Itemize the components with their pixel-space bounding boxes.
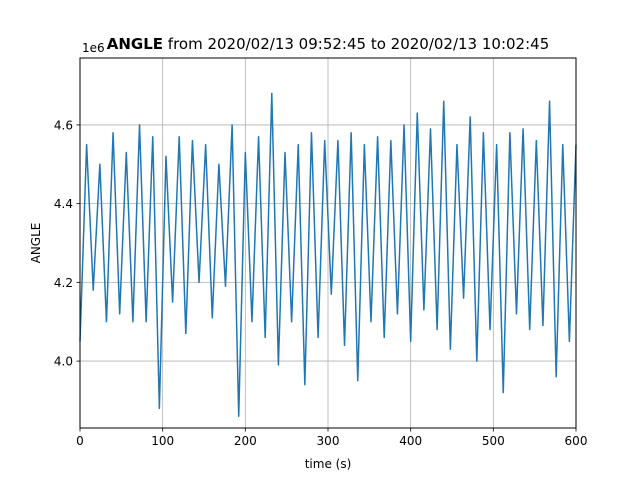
series-line — [79, 92, 577, 417]
y-axis-label: ANGLE — [29, 223, 43, 264]
x-tick-label: 0 — [76, 434, 84, 448]
y-axis: 4.0 4.2 4.4 4.6 — [54, 118, 80, 369]
x-tick-label: 200 — [234, 434, 257, 448]
y-tick-label: 4.0 — [54, 355, 73, 369]
x-tick-label: 300 — [317, 434, 340, 448]
y-tick-label: 4.6 — [54, 118, 73, 132]
chart-title-rest: from 2020/02/13 09:52:45 to 2020/02/13 1… — [163, 35, 549, 53]
x-tick-label: 400 — [399, 434, 422, 448]
plot-area — [79, 92, 577, 417]
x-tick-label: 500 — [482, 434, 505, 448]
x-axis: 0 100 200 300 400 500 600 — [76, 428, 587, 448]
y-offset-label: 1e6 — [82, 41, 105, 55]
y-tick-label: 4.2 — [54, 276, 73, 290]
x-axis-label: time (s) — [305, 457, 352, 471]
x-tick-label: 600 — [565, 434, 588, 448]
chart-title-bold: ANGLE — [107, 35, 163, 53]
chart-title: ANGLE from 2020/02/13 09:52:45 to 2020/0… — [107, 35, 550, 53]
y-tick-label: 4.4 — [54, 197, 73, 211]
x-tick-label: 100 — [151, 434, 174, 448]
